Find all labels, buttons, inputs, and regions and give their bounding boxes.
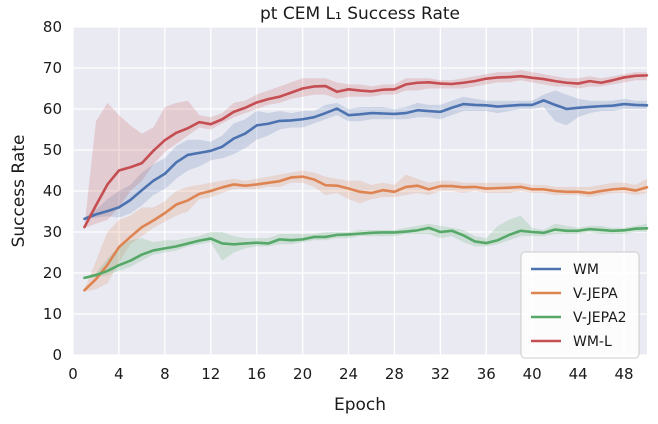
x-axis-ticks: 0 4 8 12 16 20 24 28 32 36 40 44 48 xyxy=(68,365,633,383)
x-tick-label: 48 xyxy=(614,365,633,383)
x-tick-label: 36 xyxy=(477,365,496,383)
x-tick-label: 40 xyxy=(523,365,542,383)
y-tick-label: 40 xyxy=(43,182,62,200)
y-tick-label: 20 xyxy=(43,264,62,282)
x-tick-label: 8 xyxy=(160,365,170,383)
legend-label-wm-l: WM-L xyxy=(573,334,612,350)
y-tick-label: 70 xyxy=(43,59,62,77)
x-tick-label: 4 xyxy=(114,365,124,383)
legend-label-v-jepa2: V-JEPA2 xyxy=(573,310,627,326)
y-tick-label: 10 xyxy=(43,305,62,323)
x-tick-label: 16 xyxy=(247,365,266,383)
y-tick-label: 0 xyxy=(52,346,62,364)
y-tick-label: 60 xyxy=(43,100,62,118)
series-line-v-jepa xyxy=(83,175,649,292)
x-tick-label: 12 xyxy=(201,365,220,383)
x-tick-label: 20 xyxy=(293,365,312,383)
legend-box xyxy=(520,251,640,359)
x-axis-label: Epoch xyxy=(334,395,386,415)
x-tick-label: 24 xyxy=(339,365,358,383)
chart-title: pt CEM L₁ Success Rate xyxy=(260,4,460,24)
series-line-wm xyxy=(83,99,649,221)
band-v-jepa2 xyxy=(84,215,648,280)
band-v-jepa xyxy=(84,170,648,292)
legend-label-wm: WM xyxy=(573,262,599,278)
band-wm-l xyxy=(84,70,648,228)
series-line-wm-l xyxy=(83,74,649,229)
legend-label-v-jepa: V-JEPA xyxy=(573,286,618,302)
x-tick-label: 32 xyxy=(431,365,450,383)
legend: WM V-JEPA V-JEPA2 WM-L xyxy=(520,251,640,359)
y-tick-label: 30 xyxy=(43,223,62,241)
x-tick-label: 0 xyxy=(68,365,78,383)
y-axis-ticks: 0 10 20 30 40 50 60 70 80 xyxy=(43,18,62,364)
y-tick-label: 80 xyxy=(43,18,62,36)
y-axis-label: Success Rate xyxy=(9,135,29,248)
band-wm xyxy=(84,90,648,220)
series-line-v-jepa2 xyxy=(83,226,649,280)
x-tick-label: 44 xyxy=(569,365,588,383)
x-tick-label: 28 xyxy=(385,365,404,383)
confidence-bands xyxy=(84,70,648,292)
series-lines xyxy=(83,74,649,292)
y-tick-label: 50 xyxy=(43,141,62,159)
